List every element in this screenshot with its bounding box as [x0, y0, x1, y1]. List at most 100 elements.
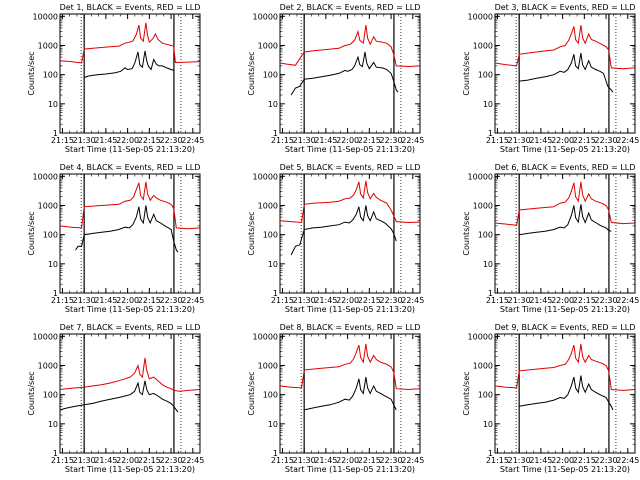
- panel-9-title: Det 9, BLACK = Events, RED = LLD: [495, 323, 636, 332]
- panel-8-ylabel: Counts/sec: [247, 371, 256, 415]
- panel-4-ytick-label: 1000: [38, 201, 58, 210]
- panel-5-ytick-label: 1: [273, 289, 278, 298]
- panel-9-xtick-label: 21:15: [486, 456, 509, 465]
- panel-5-xtick-label: 22:00: [336, 296, 359, 305]
- panel-1-frame: [59, 13, 201, 134]
- panel-2-ylabel: Counts/sec: [247, 51, 256, 95]
- panel-6-xtick-label: 22:15: [573, 296, 596, 305]
- panel-4-ytick-label: 100: [43, 231, 58, 240]
- panel-9-ytick-label: 10: [483, 420, 493, 429]
- panel-4-frame: [59, 173, 201, 294]
- panel-1-events-line: [84, 50, 174, 78]
- panel-1-ytick-label: 10: [48, 100, 58, 109]
- panel-1-xtick-label: 21:30: [73, 136, 96, 145]
- panel-6-ytick-label: 10: [483, 260, 493, 269]
- panel-8-title: Det 8, BLACK = Events, RED = LLD: [280, 323, 421, 332]
- panel-5-ytick-label: 10000: [253, 172, 278, 181]
- panel-7-xtick-label: 21:15: [51, 456, 74, 465]
- panel-6-xtick-label: 21:30: [508, 296, 531, 305]
- panel-9-ytick-label: 10000: [468, 332, 493, 341]
- panel-7-xtick-label: 22:15: [138, 456, 161, 465]
- panel-2-xtick-label: 21:45: [314, 136, 337, 145]
- panel-8-ytick-label: 10000: [253, 332, 278, 341]
- panel-3-xtick-label: 21:15: [486, 136, 509, 145]
- panel-5-xtick-label: 22:15: [358, 296, 381, 305]
- panel-1-xtick-label: 22:15: [138, 136, 161, 145]
- panel-3-xtick-label: 22:00: [551, 136, 574, 145]
- panel-9-frame: [494, 333, 636, 454]
- panel-6-ytick-label: 100: [478, 231, 493, 240]
- panel-3-lld-line: [494, 25, 635, 70]
- panel-3-ytick-label: 10000: [468, 12, 493, 21]
- panel-4-xtick-label: 21:15: [51, 296, 74, 305]
- panel-4-xtick-label: 22:45: [181, 296, 204, 305]
- panel-9-events-line: [519, 375, 614, 411]
- panel-6-ytick-label: 10000: [468, 172, 493, 181]
- panel-3-xlabel: Start Time (11-Sep-05 21:13:20): [500, 145, 630, 154]
- panel-7-ytick-label: 1: [53, 449, 58, 458]
- panel-9-xtick-label: 21:30: [508, 456, 531, 465]
- panel-1-xlabel: Start Time (11-Sep-05 21:13:20): [65, 145, 195, 154]
- panel-2-ytick-label: 10000: [253, 12, 278, 21]
- panel-9-xtick-label: 22:00: [551, 456, 574, 465]
- panel-5-xtick-label: 21:45: [314, 296, 337, 305]
- panel-3-ytick-label: 100: [478, 71, 493, 80]
- panel-6-xlabel: Start Time (11-Sep-05 21:13:20): [500, 305, 630, 314]
- panel-8-xtick-label: 21:30: [293, 456, 316, 465]
- panel-4-xtick-label: 21:30: [73, 296, 96, 305]
- panel-3-ytick-label: 10: [483, 100, 493, 109]
- panel-6-xtick-label: 22:45: [616, 296, 639, 305]
- panel-4-xtick-label: 22:30: [160, 296, 183, 305]
- panel-7-title: Det 7, BLACK = Events, RED = LLD: [60, 323, 201, 332]
- panel-6-xtick-label: 22:00: [551, 296, 574, 305]
- panel-7-ytick-label: 10000: [33, 332, 58, 341]
- panel-2-xtick-label: 22:45: [401, 136, 424, 145]
- panel-2-ytick-label: 1000: [258, 41, 278, 50]
- panel-8-events-line: [304, 377, 397, 411]
- panel-7-ytick-label: 1000: [38, 361, 58, 370]
- panel-2-xtick-label: 22:30: [380, 136, 403, 145]
- panel-1-ytick-label: 1000: [38, 41, 58, 50]
- panel-7-xtick-label: 22:00: [116, 456, 139, 465]
- panel-5-lld-line: [279, 180, 420, 224]
- panel-8-xtick-label: 22:00: [336, 456, 359, 465]
- panel-9-xtick-label: 22:30: [595, 456, 618, 465]
- panel-6-ytick-label: 1000: [473, 201, 493, 210]
- panel-5-xlabel: Start Time (11-Sep-05 21:13:20): [285, 305, 415, 314]
- panel-4-xtick-label: 22:15: [138, 296, 161, 305]
- panel-2-xlabel: Start Time (11-Sep-05 21:13:20): [285, 145, 415, 154]
- panel-5-ytick-label: 1000: [258, 201, 278, 210]
- panel-7-ytick-label: 10: [48, 420, 58, 429]
- panel-3-xtick-label: 22:15: [573, 136, 596, 145]
- panel-9-ylabel: Counts/sec: [462, 371, 471, 415]
- panel-7-xtick-label: 22:45: [181, 456, 204, 465]
- panel-5-events-line: [290, 205, 397, 256]
- panel-8-lld-line: [279, 343, 420, 391]
- panel-1-title: Det 1, BLACK = Events, RED = LLD: [60, 3, 201, 12]
- panel-5-xtick-label: 21:30: [293, 296, 316, 305]
- panel-8-ytick-label: 1000: [258, 361, 278, 370]
- panel-1-lld-line: [59, 22, 200, 64]
- panel-3-ytick-label: 1: [488, 129, 493, 138]
- panel-4-ytick-label: 10: [48, 260, 58, 269]
- panel-8-xtick-label: 22:45: [401, 456, 424, 465]
- panel-4-ylabel: Counts/sec: [27, 211, 36, 255]
- panel-1-ytick-label: 100: [43, 71, 58, 80]
- panel-6-xtick-label: 21:45: [529, 296, 552, 305]
- panel-7-xtick-label: 22:30: [160, 456, 183, 465]
- panel-8-ytick-label: 100: [263, 391, 278, 400]
- panel-3-xtick-label: 21:45: [529, 136, 552, 145]
- panel-7-lld-line: [59, 357, 200, 392]
- panel-7-xtick-label: 21:45: [94, 456, 117, 465]
- panel-8-frame: [279, 333, 421, 454]
- panel-4-xtick-label: 21:45: [94, 296, 117, 305]
- panel-1-xtick-label: 22:45: [181, 136, 204, 145]
- panel-8-xtick-label: 22:30: [380, 456, 403, 465]
- panel-3-ylabel: Counts/sec: [462, 51, 471, 95]
- panel-2-xtick-label: 21:15: [271, 136, 294, 145]
- panel-4-xtick-label: 22:00: [116, 296, 139, 305]
- panel-6-ylabel: Counts/sec: [462, 211, 471, 255]
- panel-1-ytick-label: 10000: [33, 12, 58, 21]
- panel-5-xtick-label: 22:30: [380, 296, 403, 305]
